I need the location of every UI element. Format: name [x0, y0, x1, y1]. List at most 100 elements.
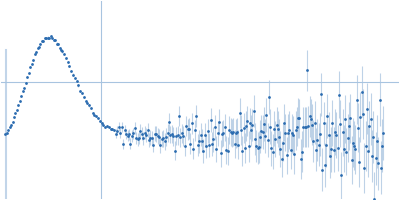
Point: [224, 149, 231, 153]
Point: [180, 135, 186, 138]
Point: [233, 131, 239, 135]
Point: [356, 160, 362, 164]
Point: [20, 89, 26, 92]
Point: [257, 135, 263, 139]
Point: [264, 138, 271, 141]
Point: [301, 126, 308, 129]
Point: [48, 34, 54, 38]
Point: [143, 133, 149, 137]
Point: [240, 126, 247, 129]
Point: [341, 147, 347, 150]
Point: [289, 132, 295, 135]
Point: [326, 133, 332, 136]
Point: [84, 101, 90, 104]
Point: [26, 71, 32, 74]
Point: [306, 115, 313, 118]
Point: [329, 121, 336, 125]
Point: [34, 47, 41, 50]
Point: [149, 137, 155, 140]
Point: [177, 136, 184, 139]
Point: [109, 127, 116, 131]
Point: [370, 136, 376, 139]
Point: [312, 121, 318, 124]
Point: [192, 129, 198, 132]
Point: [206, 144, 212, 147]
Point: [122, 129, 128, 132]
Point: [316, 133, 323, 136]
Point: [284, 154, 290, 157]
Point: [172, 149, 178, 152]
Point: [24, 75, 30, 78]
Point: [43, 37, 50, 40]
Point: [267, 125, 274, 128]
Point: [134, 138, 141, 141]
Point: [40, 39, 47, 42]
Point: [63, 56, 69, 60]
Point: [309, 123, 315, 126]
Point: [164, 131, 171, 135]
Point: [98, 121, 105, 124]
Point: [82, 99, 89, 102]
Point: [124, 134, 131, 137]
Point: [97, 120, 103, 123]
Point: [379, 144, 385, 147]
Point: [243, 124, 249, 127]
Point: [212, 126, 218, 129]
Point: [236, 111, 243, 115]
Point: [49, 37, 56, 40]
Point: [310, 140, 317, 143]
Point: [305, 124, 312, 128]
Point: [59, 50, 66, 53]
Point: [183, 125, 189, 128]
Point: [104, 124, 110, 128]
Point: [200, 149, 206, 153]
Point: [358, 90, 365, 93]
Point: [350, 141, 356, 144]
Point: [160, 137, 166, 140]
Point: [238, 128, 244, 132]
Point: [17, 99, 23, 103]
Point: [174, 134, 181, 137]
Point: [209, 142, 215, 146]
Point: [298, 157, 304, 160]
Point: [248, 129, 254, 132]
Point: [282, 131, 289, 134]
Point: [167, 133, 174, 136]
Point: [247, 122, 253, 125]
Point: [263, 114, 270, 117]
Point: [12, 112, 19, 115]
Point: [290, 133, 296, 137]
Point: [68, 70, 74, 73]
Point: [61, 52, 67, 56]
Point: [186, 127, 192, 131]
Point: [314, 138, 320, 142]
Point: [111, 129, 117, 132]
Point: [179, 132, 185, 135]
Point: [324, 114, 331, 117]
Point: [330, 148, 337, 151]
Point: [226, 128, 232, 131]
Point: [120, 143, 126, 146]
Point: [102, 125, 108, 128]
Point: [118, 125, 125, 129]
Point: [334, 147, 341, 150]
Point: [217, 152, 224, 155]
Point: [230, 130, 236, 133]
Point: [213, 147, 220, 151]
Point: [362, 145, 369, 148]
Point: [153, 133, 159, 136]
Point: [37, 42, 44, 45]
Point: [365, 149, 371, 153]
Point: [254, 146, 261, 150]
Point: [280, 141, 286, 144]
Point: [275, 127, 281, 130]
Point: [372, 157, 379, 160]
Point: [30, 58, 36, 62]
Point: [276, 135, 282, 139]
Point: [9, 120, 16, 124]
Point: [368, 118, 374, 121]
Point: [271, 127, 277, 130]
Point: [86, 104, 92, 107]
Point: [219, 132, 225, 135]
Point: [380, 131, 386, 135]
